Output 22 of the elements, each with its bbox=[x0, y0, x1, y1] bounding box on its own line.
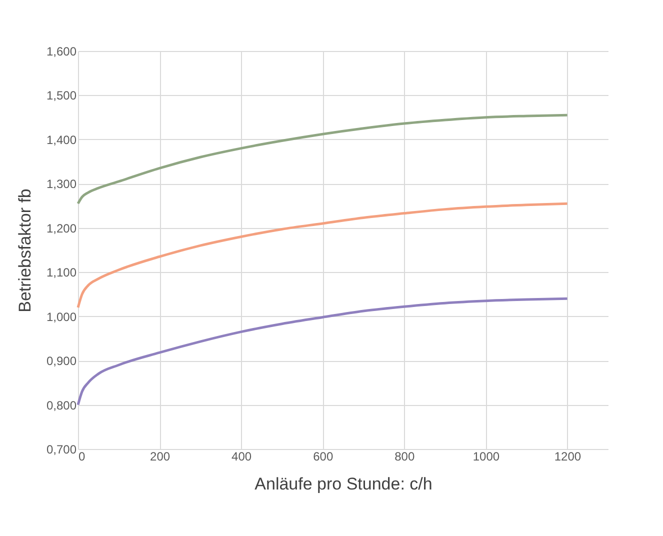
x-tick-label: 1000 bbox=[472, 450, 500, 464]
y-axis-title: Betriebsfaktor fb bbox=[15, 188, 34, 312]
y-tick-label: 0,700 bbox=[46, 442, 77, 456]
x-tick-label: 0 bbox=[78, 450, 86, 464]
x-tick-label: 800 bbox=[394, 450, 415, 464]
y-tick-label: 1,400 bbox=[46, 132, 77, 147]
x-tick-label: 600 bbox=[313, 450, 334, 464]
x-tick-label: 1200 bbox=[554, 450, 582, 464]
line-series bbox=[76, 297, 568, 406]
line-series bbox=[76, 202, 568, 309]
x-tick-label: 200 bbox=[150, 450, 170, 464]
y-tick-label: 1,600 bbox=[46, 44, 77, 58]
y-tick-label: 1,500 bbox=[46, 88, 77, 103]
y-tick-label: 1,300 bbox=[46, 177, 77, 192]
y-tick-label: 1,000 bbox=[46, 310, 77, 324]
y-tick-label: 1,100 bbox=[46, 266, 77, 280]
x-axis-title: Anläufe pro Stunde: c/h bbox=[254, 474, 432, 494]
line-series bbox=[76, 114, 568, 205]
y-tick-label: 1,200 bbox=[46, 221, 77, 236]
y-tick-label: 0,800 bbox=[46, 398, 77, 412]
x-tick-label: 400 bbox=[232, 450, 252, 464]
y-tick-label: 0,900 bbox=[46, 354, 77, 368]
